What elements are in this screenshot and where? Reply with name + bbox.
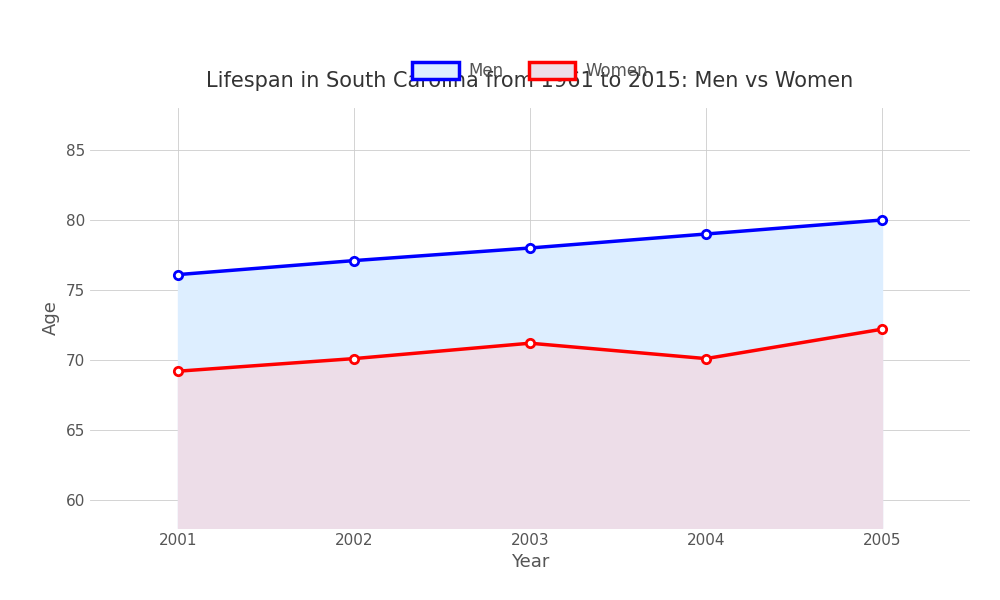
Title: Lifespan in South Carolina from 1961 to 2015: Men vs Women: Lifespan in South Carolina from 1961 to … xyxy=(206,71,854,91)
Legend: Men, Women: Men, Women xyxy=(412,62,648,80)
Y-axis label: Age: Age xyxy=(42,301,60,335)
X-axis label: Year: Year xyxy=(511,553,549,571)
